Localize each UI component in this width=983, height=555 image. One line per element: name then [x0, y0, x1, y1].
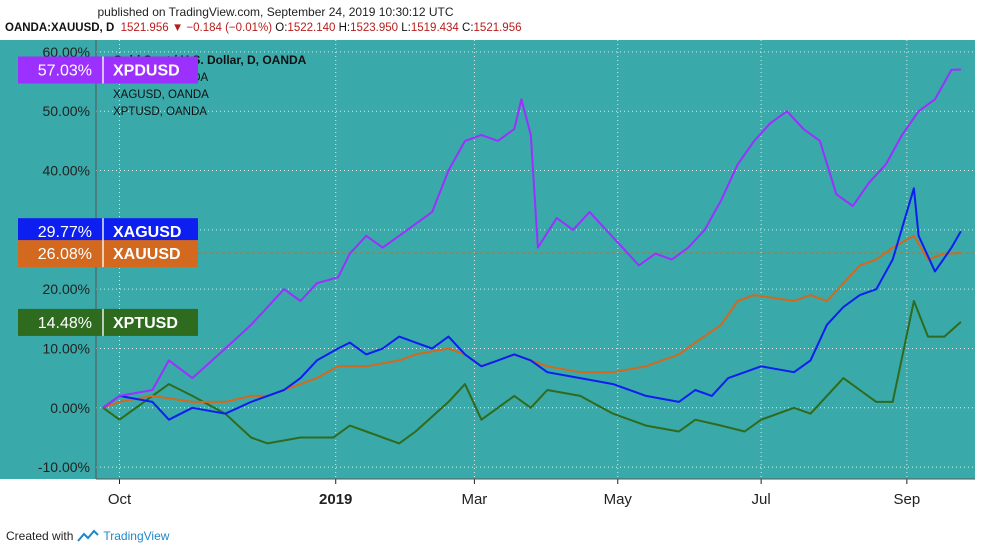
x-tick-label: Jul [752, 491, 771, 508]
series-value-label: 57.03% [38, 62, 92, 79]
series-name-label: XPDUSD [113, 62, 180, 79]
series-badge-xpdusd [18, 56, 198, 84]
close-label: C: [462, 22, 474, 34]
created-with-label: Created with [6, 529, 74, 543]
quote-bar: OANDA:XAUUSD, D 1521.956 ▼ −0.184 (−0.01… [5, 22, 522, 34]
series-line-xptusd [102, 300, 962, 445]
series-line-xpdusd [102, 68, 961, 409]
down-arrow-icon: ▼ [171, 22, 184, 34]
tradingview-brand[interactable]: TradingView [103, 529, 170, 543]
y-tick-label: 40.00% [43, 163, 90, 179]
series-name-label: XPTUSD [113, 315, 178, 332]
y-tick-label: -10.00% [38, 459, 90, 475]
series-name-label: XAGUSD [113, 224, 181, 241]
legend-entry: XAGUSD, OANDA [113, 89, 209, 101]
x-tick-label: May [604, 491, 633, 508]
y-tick-label: 50.00% [43, 103, 90, 119]
footer: Created with TradingView [6, 529, 169, 543]
close-value: 1521.956 [473, 22, 522, 34]
price-change: −0.184 (−0.01%) [186, 22, 273, 34]
open-label: O: [275, 22, 288, 34]
series-badge-xauusd [18, 240, 198, 268]
series-value-label: 26.08% [38, 246, 92, 263]
legend-entry: XPTUSD, OANDA [113, 106, 207, 118]
high-label: H: [338, 22, 351, 34]
low-value: 1519.434 [410, 22, 459, 34]
y-tick-label: 60.00% [43, 44, 90, 60]
publish-note: published on TradingView.com, September … [97, 5, 454, 19]
series-line-xagusd [102, 187, 962, 421]
y-tick-label: 10.00% [43, 340, 90, 356]
series-badge-xptusd [18, 308, 198, 336]
y-tick-label: 0.00% [50, 400, 90, 416]
series-name-label: XAUUSD [113, 246, 181, 263]
symbol-label: OANDA:XAUUSD, D [5, 22, 115, 34]
series-value-label: 29.77% [38, 224, 92, 241]
low-label: L: [401, 22, 411, 34]
x-tick-label: Sep [893, 491, 920, 508]
x-tick-label: Oct [108, 491, 132, 508]
high-value: 1523.950 [350, 22, 399, 34]
last-price: 1521.956 [120, 22, 169, 34]
x-tick-label: Mar [461, 491, 487, 508]
price-chart[interactable]: -10.00%0.00%10.00%20.00%30.00%40.00%50.0… [0, 40, 983, 525]
y-tick-label: 20.00% [43, 281, 90, 297]
tradingview-logo-icon [77, 529, 100, 542]
x-tick-label: 2019 [319, 491, 352, 508]
series-value-label: 14.48% [38, 315, 92, 332]
open-value: 1522.140 [287, 22, 336, 34]
